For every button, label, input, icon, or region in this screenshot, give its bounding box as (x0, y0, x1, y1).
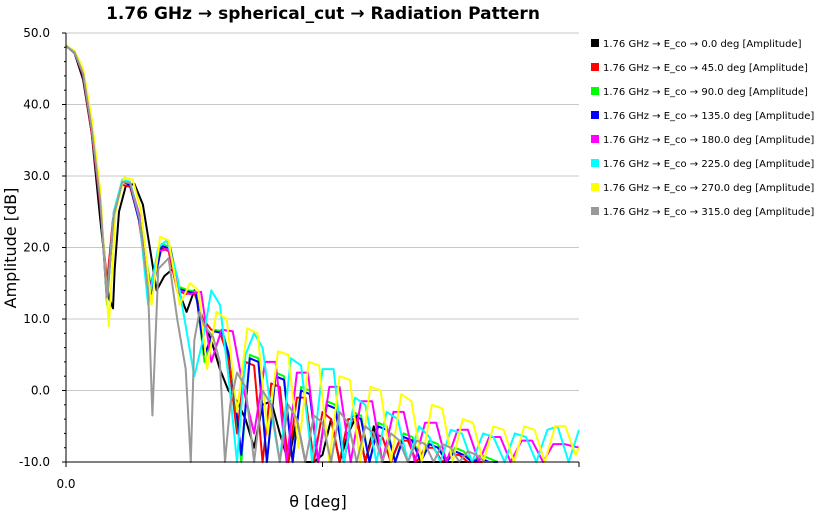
legend-label: 1.76 GHz → E_co → 225.0 deg [Amplitude] (603, 159, 814, 170)
y-tick-label: 30.0 (23, 169, 50, 183)
ticks: 50.0 40.0 30.0 20.0 10.0 0.0 -10.0 0.0 (19, 26, 580, 491)
legend-swatch (591, 87, 599, 95)
legend: 1.76 GHz → E_co → 0.0 deg [Amplitude] 1.7… (591, 39, 814, 218)
y-tick-label: 10.0 (23, 312, 50, 326)
legend-swatch (591, 63, 599, 71)
y-tick-label: 50.0 (23, 26, 50, 40)
legend-label: 1.76 GHz → E_co → 0.0 deg [Amplitude] (603, 39, 802, 50)
legend-label: 1.76 GHz → E_co → 270.0 deg [Amplitude] (603, 183, 814, 194)
legend-label: 1.76 GHz → E_co → 315.0 deg [Amplitude] (603, 207, 814, 218)
legend-swatch (591, 183, 599, 191)
series-line-7 (65, 45, 494, 463)
y-tick-label: -10.0 (19, 455, 50, 469)
x-axis-title: θ [deg] (289, 492, 347, 511)
legend-label: 1.76 GHz → E_co → 180.0 deg [Amplitude] (603, 135, 814, 146)
legend-swatch (591, 135, 599, 143)
y-tick-label: 0.0 (31, 384, 50, 398)
legend-label: 1.76 GHz → E_co → 45.0 deg [Amplitude] (603, 63, 808, 74)
plot-area (65, 44, 580, 463)
chart-title: 1.76 GHz → spherical_cut → Radiation Pat… (106, 4, 540, 24)
legend-label: 1.76 GHz → E_co → 135.0 deg [Amplitude] (603, 111, 814, 122)
series-line-6 (65, 44, 580, 463)
x-tick-label: 0.0 (56, 477, 75, 491)
legend-label: 1.76 GHz → E_co → 90.0 deg [Amplitude] (603, 87, 808, 98)
legend-swatch (591, 207, 599, 215)
legend-swatch (591, 111, 599, 119)
y-axis-title: Amplitude [dB] (1, 188, 20, 309)
legend-swatch (591, 39, 599, 47)
legend-swatch (591, 159, 599, 167)
y-tick-label: 20.0 (23, 241, 50, 255)
y-tick-label: 40.0 (23, 98, 50, 112)
